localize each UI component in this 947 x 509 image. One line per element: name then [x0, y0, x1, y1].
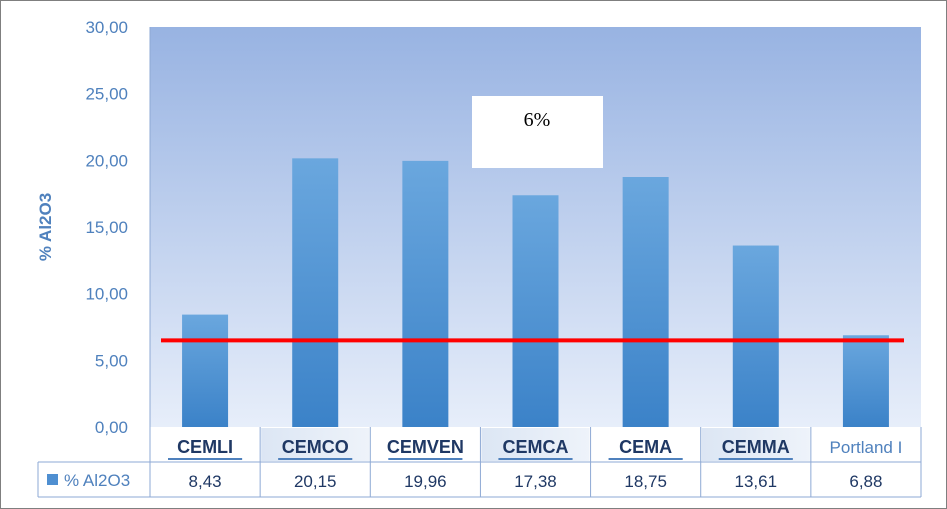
- category-cell-bg: [701, 428, 810, 461]
- bar: [402, 160, 449, 427]
- category-label: CEMLI: [177, 437, 233, 457]
- y-tick-label: 10,00: [85, 285, 128, 304]
- y-tick-label: 15,00: [85, 218, 128, 237]
- data-table-value: 19,96: [404, 472, 447, 491]
- bar: [842, 335, 889, 427]
- category-label: CEMCO: [282, 437, 349, 457]
- legend-label: % Al2O3: [64, 471, 130, 490]
- y-axis-label: % Al2O3: [36, 193, 55, 261]
- data-table-value: 13,61: [735, 472, 778, 491]
- data-table-value: 6,88: [849, 472, 882, 491]
- category-label: CEMCA: [503, 437, 569, 457]
- category-label: CEMA: [619, 437, 672, 457]
- category-cell-bg: [261, 428, 370, 461]
- category-label: Portland I: [830, 438, 903, 457]
- data-table-value: 8,43: [189, 472, 222, 491]
- data-table-value: 20,15: [294, 472, 337, 491]
- bar: [732, 245, 779, 427]
- bar: [292, 158, 339, 428]
- category-label: CEMMA: [722, 437, 790, 457]
- bar: [622, 177, 669, 427]
- y-tick-label: 20,00: [85, 151, 128, 170]
- y-tick-label: 30,00: [85, 18, 128, 37]
- category-cell-bg: [481, 428, 590, 461]
- y-tick-label: 5,00: [95, 351, 128, 370]
- y-tick-label: 0,00: [95, 418, 128, 437]
- annotation-box: 6%: [472, 96, 603, 168]
- annotation-background: [472, 96, 603, 168]
- category-label: CEMVEN: [387, 437, 464, 457]
- legend-swatch: [47, 474, 58, 485]
- data-table-value: 17,38: [514, 472, 557, 491]
- data-table-value: 18,75: [624, 472, 667, 491]
- bar: [512, 195, 559, 427]
- annotation-text: 6%: [524, 109, 551, 131]
- legend-key: % Al2O3: [47, 471, 130, 490]
- y-tick-label: 25,00: [85, 85, 128, 104]
- bar: [182, 314, 229, 427]
